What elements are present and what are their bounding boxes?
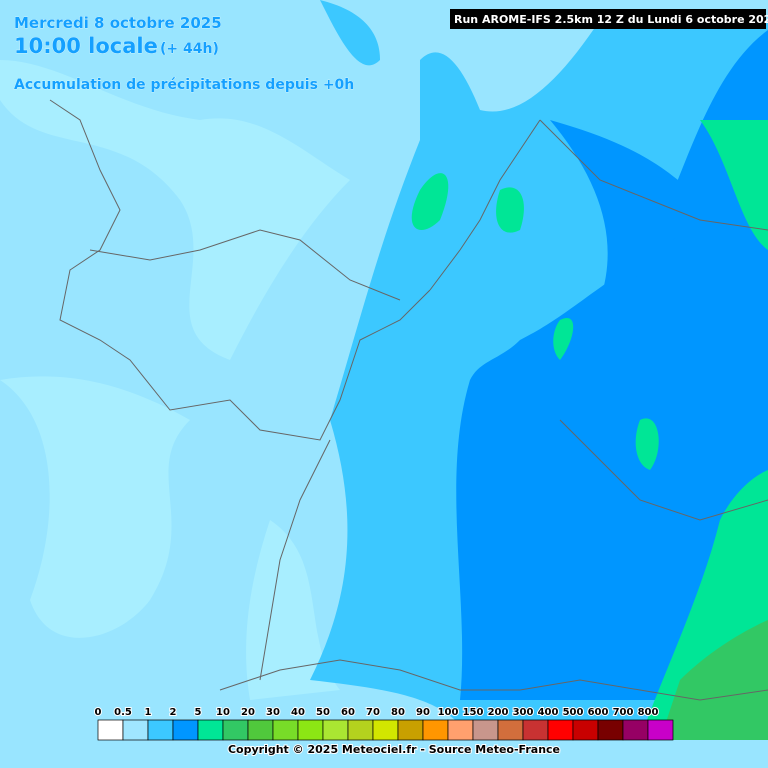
legend-label: 0.5: [114, 707, 132, 718]
legend-label: 80: [391, 707, 405, 718]
legend-label: 1: [145, 707, 152, 718]
run-label: Run AROME-IFS 2.5km 12 Z du Lundi 6 octo…: [454, 13, 768, 26]
subtitle: Accumulation de précipitations depuis +0…: [14, 77, 354, 93]
copyright: Copyright © 2025 Meteociel.fr - Source M…: [228, 743, 560, 756]
legend-label: 100: [438, 707, 459, 718]
legend-label: 40: [291, 707, 305, 718]
legend-swatch: [247, 719, 274, 741]
legend-label: 200: [488, 707, 509, 718]
legend-label: 90: [416, 707, 430, 718]
legend-label: 800: [638, 707, 659, 718]
legend-swatch: [222, 719, 249, 741]
legend-swatch: [172, 719, 199, 741]
borders: [49, 99, 768, 701]
legend-swatch: [422, 719, 449, 741]
legend-swatch: [122, 719, 149, 741]
legend-swatch: [372, 719, 399, 741]
legend-label: 5: [195, 707, 202, 718]
legend-label: 20: [241, 707, 255, 718]
legend-swatch: [522, 719, 549, 741]
legend-swatch: [347, 719, 374, 741]
legend-label: 600: [588, 707, 609, 718]
legend-label: 500: [563, 707, 584, 718]
legend-label: 50: [316, 707, 330, 718]
legend: 0 0.5 1 2 5 10 20 30 40 50 60 70 80 90 100 150 200 300 400…: [94, 706, 674, 741]
legend-swatch: [297, 719, 324, 741]
time: 10:00 locale: [14, 34, 158, 58]
legend-swatch: [197, 719, 224, 741]
run-label-bg: [450, 9, 766, 29]
legend-swatch: [647, 719, 674, 741]
legend-swatch: [547, 719, 574, 741]
legend-swatch: [447, 719, 474, 741]
legend-swatch: [497, 719, 524, 741]
lead-time: (+ 44h): [160, 41, 219, 57]
legend-swatch: [322, 719, 349, 741]
legend-label: 30: [266, 707, 280, 718]
legend-swatch: [472, 719, 499, 741]
legend-swatch: [397, 719, 424, 741]
legend-label: 400: [538, 707, 559, 718]
legend-swatch: [622, 719, 649, 741]
legend-label: 2: [170, 707, 177, 718]
precip-fields: [0, 0, 768, 740]
legend-label: 70: [366, 707, 380, 718]
legend-label: 10: [216, 707, 230, 718]
legend-label: 0: [95, 707, 102, 718]
legend-swatch: [272, 719, 299, 741]
legend-swatch: [597, 719, 624, 741]
legend-label: 60: [341, 707, 355, 718]
legend-label: 700: [613, 707, 634, 718]
legend-swatch: [572, 719, 599, 741]
legend-swatch: [97, 719, 124, 741]
date: Mercredi 8 octobre 2025: [14, 14, 222, 32]
legend-label: 150: [463, 707, 484, 718]
legend-swatch: [147, 719, 174, 741]
legend-label: 300: [513, 707, 534, 718]
